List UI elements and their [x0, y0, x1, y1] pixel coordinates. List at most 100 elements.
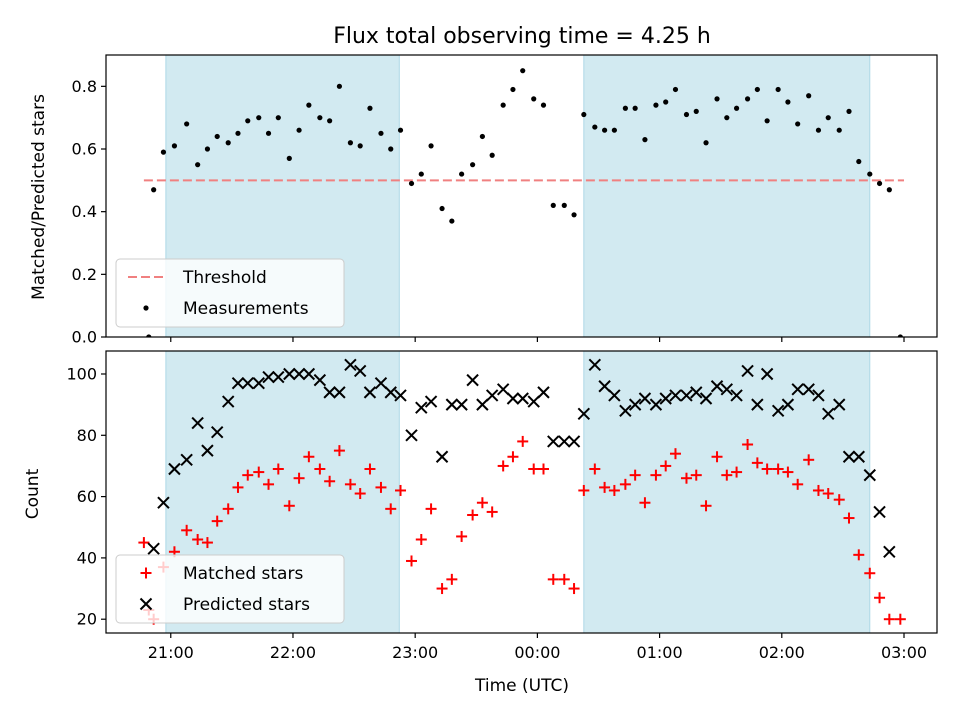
point-1-1-28 — [435, 450, 449, 463]
point-1-1-27 — [424, 395, 438, 408]
data-layer-0 — [143, 68, 905, 337]
point-1-1-41 — [567, 435, 581, 448]
point-1-0-46 — [599, 481, 611, 493]
point-1-1-63 — [791, 383, 804, 396]
point-1-1-56 — [720, 383, 734, 396]
point-1-0-40 — [537, 463, 549, 475]
point-1-1-3 — [180, 453, 193, 467]
point-0-0-4 — [184, 121, 190, 127]
point-1-1-23 — [384, 386, 397, 399]
point-0-0-33 — [479, 133, 485, 140]
point-1-1-39 — [547, 435, 560, 448]
legend-1: Matched stars Predicted stars — [115, 554, 345, 624]
point-1-1-21 — [363, 386, 377, 399]
legend-0: Threshold Measurements — [115, 258, 345, 328]
legend-swatch-0-1 — [143, 305, 149, 311]
panel-1: 20 40 60 80 100 21:00 22:00 23:00 00:00 01:00 02:0… — [66, 350, 938, 662]
point-1-1-26 — [415, 401, 428, 414]
point-1-0-30 — [436, 583, 448, 595]
point-1-0-75 — [894, 613, 906, 625]
x-tick-label-2: 23:00 — [392, 643, 438, 662]
point-0-0-21 — [357, 143, 363, 149]
point-1-0-10 — [232, 481, 244, 493]
point-1-0-26 — [395, 484, 407, 496]
point-0-0-67 — [825, 115, 831, 121]
point-1-0-36 — [497, 460, 509, 472]
point-0-0-44 — [592, 124, 598, 130]
point-1-1-1 — [157, 496, 170, 509]
point-1-0-41 — [547, 573, 559, 585]
point-0-0-18 — [327, 118, 333, 124]
point-1-0-16 — [293, 472, 305, 484]
point-1-1-34 — [496, 383, 510, 396]
point-1-0-27 — [406, 555, 418, 567]
point-0-0-51 — [663, 99, 669, 105]
point-1-1-10 — [252, 376, 265, 390]
point-1-0-14 — [272, 463, 284, 475]
point-1-1-55 — [710, 380, 724, 393]
point-0-0-17 — [317, 115, 323, 121]
point-0-0-20 — [347, 140, 354, 146]
point-1-0-45 — [589, 463, 601, 475]
point-0-0-1 — [151, 187, 157, 193]
point-0-0-45 — [602, 127, 608, 133]
point-0-0-31 — [459, 171, 465, 177]
point-0-0-13 — [275, 115, 281, 121]
point-1-1-52 — [680, 389, 693, 402]
point-0-0-24 — [388, 146, 394, 152]
point-1-0-23 — [364, 463, 376, 475]
x-tick-label-5: 02:00 — [759, 643, 805, 662]
point-0-0-32 — [470, 162, 476, 168]
point-1-1-47 — [628, 398, 642, 411]
point-0-0-58 — [733, 105, 740, 111]
point-0-0-71 — [867, 171, 873, 177]
point-0-0-60 — [754, 86, 760, 93]
point-0-0-22 — [367, 105, 373, 111]
point-1-0-28 — [415, 534, 427, 546]
point-0-0-52 — [672, 86, 679, 93]
point-1-0-43 — [568, 583, 580, 595]
point-0-0-57 — [724, 115, 730, 121]
y-tick-label-1-2: 60 — [77, 487, 97, 506]
point-0-0-39 — [540, 102, 547, 108]
point-1-1-49 — [649, 398, 663, 411]
point-1-1-61 — [771, 404, 785, 417]
point-1-0-6 — [192, 534, 204, 546]
point-1-1-16 — [313, 373, 327, 387]
point-1-1-60 — [760, 367, 774, 381]
point-1-1-59 — [751, 398, 764, 411]
point-1-1-30 — [455, 398, 468, 411]
point-1-1-18 — [333, 386, 346, 399]
y-tick-label-1-1: 40 — [77, 548, 97, 567]
point-1-0-19 — [324, 475, 336, 487]
point-1-1-20 — [353, 364, 367, 378]
point-1-1-44 — [598, 380, 611, 393]
point-0-0-6 — [204, 146, 211, 152]
point-1-0-59 — [731, 466, 743, 478]
point-0-0-43 — [581, 111, 587, 118]
point-0-0-48 — [632, 105, 638, 111]
point-1-0-20 — [333, 445, 345, 457]
point-1-0-8 — [211, 515, 223, 527]
x-tick-label-0: 21:00 — [148, 643, 194, 662]
legend-box-0 — [115, 258, 345, 328]
point-1-1-68 — [842, 450, 856, 463]
point-0-0-15 — [296, 127, 302, 133]
point-1-0-15 — [283, 500, 295, 512]
point-0-0-63 — [785, 99, 791, 105]
panel-0: 0.0 0.2 0.4 0.6 0.8 Threshold Measurements — [72, 54, 938, 347]
point-0-0-54 — [693, 108, 699, 114]
point-1-1-62 — [781, 398, 795, 411]
point-1-1-65 — [812, 389, 825, 402]
point-0-0-35 — [500, 102, 506, 108]
point-0-0-19 — [336, 83, 343, 89]
point-0-0-34 — [489, 152, 495, 158]
point-1-0-44 — [578, 484, 590, 496]
point-1-1-40 — [558, 435, 571, 448]
point-1-0-9 — [222, 503, 234, 515]
point-0-0-41 — [561, 202, 567, 208]
point-0-0-29 — [439, 205, 445, 212]
point-1-0-48 — [619, 478, 631, 490]
x-axis-label: Time (UTC) — [474, 676, 569, 696]
